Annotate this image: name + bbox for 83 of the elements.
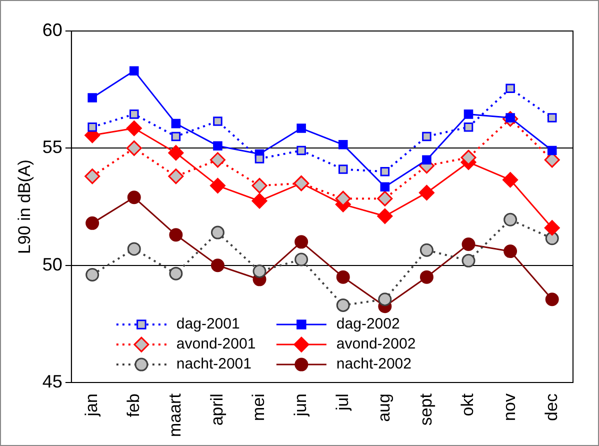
point	[506, 84, 515, 94]
point	[462, 238, 476, 252]
point	[169, 266, 183, 280]
point	[86, 216, 100, 230]
legend-label: avond-2002	[336, 336, 416, 353]
x-tick-label: april	[207, 394, 226, 426]
point	[252, 178, 268, 194]
point	[547, 113, 557, 122]
x-tick-label: maart	[166, 393, 185, 438]
point	[86, 268, 100, 282]
point	[544, 220, 560, 236]
point	[210, 178, 226, 194]
point	[420, 243, 434, 257]
x-tick-label: okt	[458, 393, 478, 416]
legend-label: nacht-2002	[336, 356, 412, 373]
point	[171, 132, 181, 142]
point	[126, 140, 142, 156]
point	[422, 155, 432, 165]
point	[378, 292, 392, 306]
point	[168, 145, 184, 161]
point	[210, 258, 224, 272]
point	[213, 116, 222, 126]
point	[336, 298, 350, 312]
point	[88, 122, 97, 132]
point	[252, 264, 266, 278]
point	[84, 168, 100, 184]
point	[418, 184, 434, 200]
point	[502, 172, 518, 188]
point	[336, 270, 350, 284]
point	[335, 190, 351, 206]
point	[127, 242, 141, 256]
point	[168, 168, 184, 184]
legend-label: dag-2002	[336, 316, 400, 333]
point	[296, 146, 306, 156]
point	[210, 152, 226, 168]
point	[169, 228, 183, 242]
point	[377, 190, 393, 206]
point	[338, 164, 348, 174]
point	[252, 193, 268, 209]
x-tick-label: mei	[249, 394, 268, 421]
point	[129, 110, 139, 119]
legend-label: avond-2001	[176, 336, 256, 353]
point	[545, 292, 559, 306]
point	[504, 212, 518, 226]
point	[254, 154, 264, 164]
point	[464, 110, 474, 119]
x-tick-label: dec	[542, 393, 561, 421]
point	[380, 166, 390, 176]
point	[294, 252, 308, 266]
point	[377, 208, 393, 224]
point	[294, 235, 308, 249]
point	[210, 226, 224, 240]
point	[545, 232, 559, 246]
legend-label: dag-2001	[176, 316, 240, 333]
point	[88, 93, 97, 102]
point	[504, 244, 518, 258]
y-tick-label: 60	[42, 20, 62, 40]
y-tick-label: 55	[42, 137, 62, 158]
x-tick-label: jun	[291, 394, 310, 418]
y-tick-label: 45	[42, 372, 62, 392]
point	[171, 118, 181, 128]
x-tick-label: sept	[416, 393, 436, 426]
x-tick-label: jul	[332, 394, 352, 412]
x-tick-label: jan	[82, 394, 102, 418]
x-tick-label: nov	[500, 393, 519, 421]
point	[296, 124, 306, 133]
point	[338, 140, 348, 150]
point	[129, 66, 139, 76]
point	[420, 270, 434, 284]
point	[422, 132, 432, 142]
point	[464, 122, 474, 132]
x-tick-label: aug	[374, 394, 394, 422]
y-axis-title: L90 in dB(A)	[14, 160, 34, 254]
point	[462, 254, 476, 268]
legend-label: nacht-2001	[176, 356, 252, 373]
x-tick-label: feb	[124, 394, 143, 418]
point	[547, 146, 557, 156]
point	[213, 141, 222, 150]
point	[460, 150, 476, 166]
y-tick-label: 50	[42, 254, 62, 274]
point	[380, 182, 390, 192]
point	[126, 120, 142, 136]
point	[127, 190, 141, 204]
